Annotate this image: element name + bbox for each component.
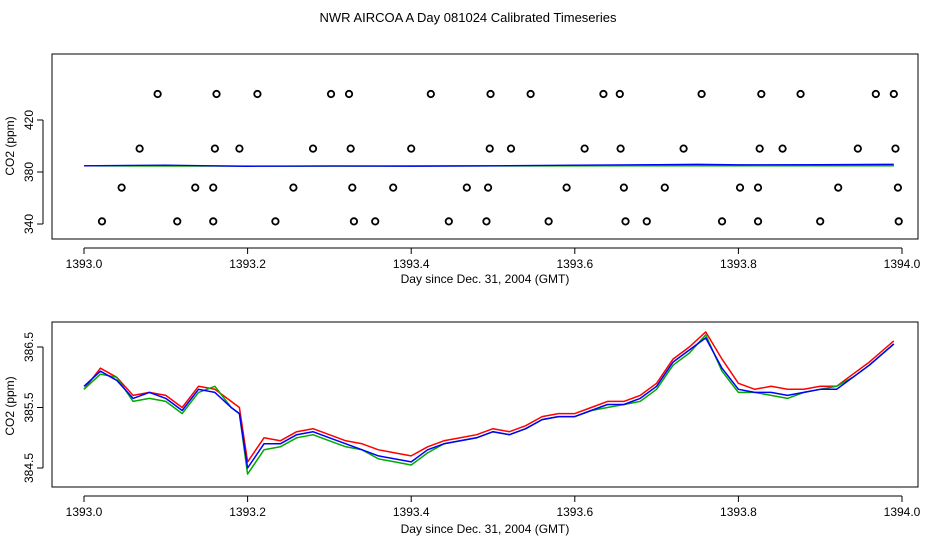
data-point	[755, 144, 764, 153]
y-tick-label: 420	[22, 110, 36, 130]
data-point	[893, 183, 903, 192]
data-point	[482, 217, 491, 226]
data-point	[271, 217, 280, 226]
data-point	[371, 217, 380, 226]
x-tick-label: 1393.2	[229, 505, 266, 519]
data-point	[697, 89, 706, 99]
data-point	[753, 217, 763, 226]
data-point	[253, 89, 262, 99]
top-x-axis: 1393.0 1393.2 1393.4 1393.6 1393.8 1394.0	[66, 247, 921, 271]
data-point	[753, 183, 763, 192]
data-point	[544, 217, 553, 226]
data-point	[97, 217, 107, 226]
data-point	[483, 183, 493, 192]
x-tick-label: 1393.6	[556, 257, 593, 271]
data-point	[346, 144, 355, 153]
data-point	[853, 144, 862, 153]
y-tick-label: 380	[22, 162, 36, 182]
bottom-x-axis: 1393.0 1393.2 1393.4 1393.6 1393.8 1394.0	[66, 495, 921, 519]
data-point	[562, 183, 571, 192]
data-point	[444, 217, 453, 226]
data-point	[642, 217, 651, 226]
data-point	[717, 217, 727, 226]
data-point	[349, 217, 359, 226]
data-point	[173, 217, 182, 226]
data-point	[348, 183, 357, 192]
data-point	[191, 183, 200, 192]
data-point	[212, 89, 221, 99]
data-point	[796, 89, 805, 99]
data-point	[778, 144, 787, 153]
data-point	[289, 183, 298, 192]
top-series	[83, 89, 903, 226]
x-tick-label: 1393.4	[393, 257, 430, 271]
data-point	[326, 89, 336, 99]
y-tick-label: 384.5	[22, 453, 36, 483]
data-point	[615, 89, 624, 99]
x-tick-label: 1394.0	[884, 505, 921, 519]
x-tick-label: 1393.0	[66, 257, 103, 271]
bottom-y-axis: 384.5 385.5 386.5	[22, 332, 44, 483]
x-tick-label: 1393.8	[720, 257, 757, 271]
data-point	[407, 144, 416, 153]
data-point	[344, 89, 354, 99]
data-point	[816, 217, 825, 226]
top-y-axis: 340 380 420	[22, 110, 44, 234]
data-point	[486, 89, 495, 99]
data-point	[891, 144, 900, 153]
data-point	[757, 89, 766, 99]
x-tick-label: 1393.2	[229, 257, 266, 271]
data-point	[679, 144, 688, 153]
bottom-panel: 1393.0 1393.2 1393.4 1393.6 1393.8 1394.0 384…	[3, 321, 921, 536]
data-point	[462, 183, 471, 192]
series-line	[83, 163, 894, 167]
top-x-axis-label: Day since Dec. 31, 2004 (GMT)	[401, 272, 570, 286]
x-tick-label: 1393.6	[556, 505, 593, 519]
data-point	[485, 144, 494, 153]
data-point	[735, 183, 745, 192]
data-point	[616, 144, 625, 153]
y-tick-label: 385.5	[22, 392, 36, 422]
data-point	[389, 183, 398, 192]
data-point	[426, 89, 435, 99]
series-line	[83, 334, 895, 475]
x-tick-label: 1393.4	[393, 505, 430, 519]
data-point	[894, 217, 903, 226]
data-point	[660, 183, 669, 192]
data-point	[889, 89, 898, 99]
x-tick-label: 1393.0	[66, 505, 103, 519]
data-point	[135, 144, 144, 153]
data-point	[506, 144, 516, 153]
y-tick-label: 386.5	[22, 332, 36, 362]
data-point	[526, 89, 535, 99]
data-point	[621, 217, 630, 226]
data-point	[117, 183, 126, 192]
x-tick-label: 1394.0	[884, 257, 921, 271]
data-point	[235, 144, 244, 153]
top-plot-frame	[51, 53, 919, 240]
data-point	[580, 144, 589, 153]
top-y-axis-label: CO2 (ppm)	[3, 116, 17, 175]
series-line	[83, 337, 895, 469]
data-point	[308, 144, 318, 153]
x-tick-label: 1393.8	[720, 505, 757, 519]
bottom-x-axis-label: Day since Dec. 31, 2004 (GMT)	[401, 522, 570, 536]
data-point	[209, 183, 218, 192]
data-point	[209, 217, 218, 226]
data-point	[153, 89, 162, 99]
figure-title: NWR AIRCOA A Day 081024 Calibrated Times…	[320, 10, 617, 25]
bottom-plot-frame	[51, 321, 919, 488]
bottom-y-axis-label: CO2 (ppm)	[3, 376, 17, 435]
y-tick-label: 340	[22, 214, 36, 234]
data-point	[834, 183, 843, 192]
top-panel: 1393.0 1393.2 1393.4 1393.6 1393.8 1394.0 340…	[3, 53, 921, 286]
data-point	[871, 89, 880, 99]
bottom-series	[83, 331, 895, 475]
data-point	[599, 89, 608, 99]
data-point	[619, 183, 628, 192]
series-line	[83, 331, 895, 463]
data-point	[210, 144, 219, 153]
